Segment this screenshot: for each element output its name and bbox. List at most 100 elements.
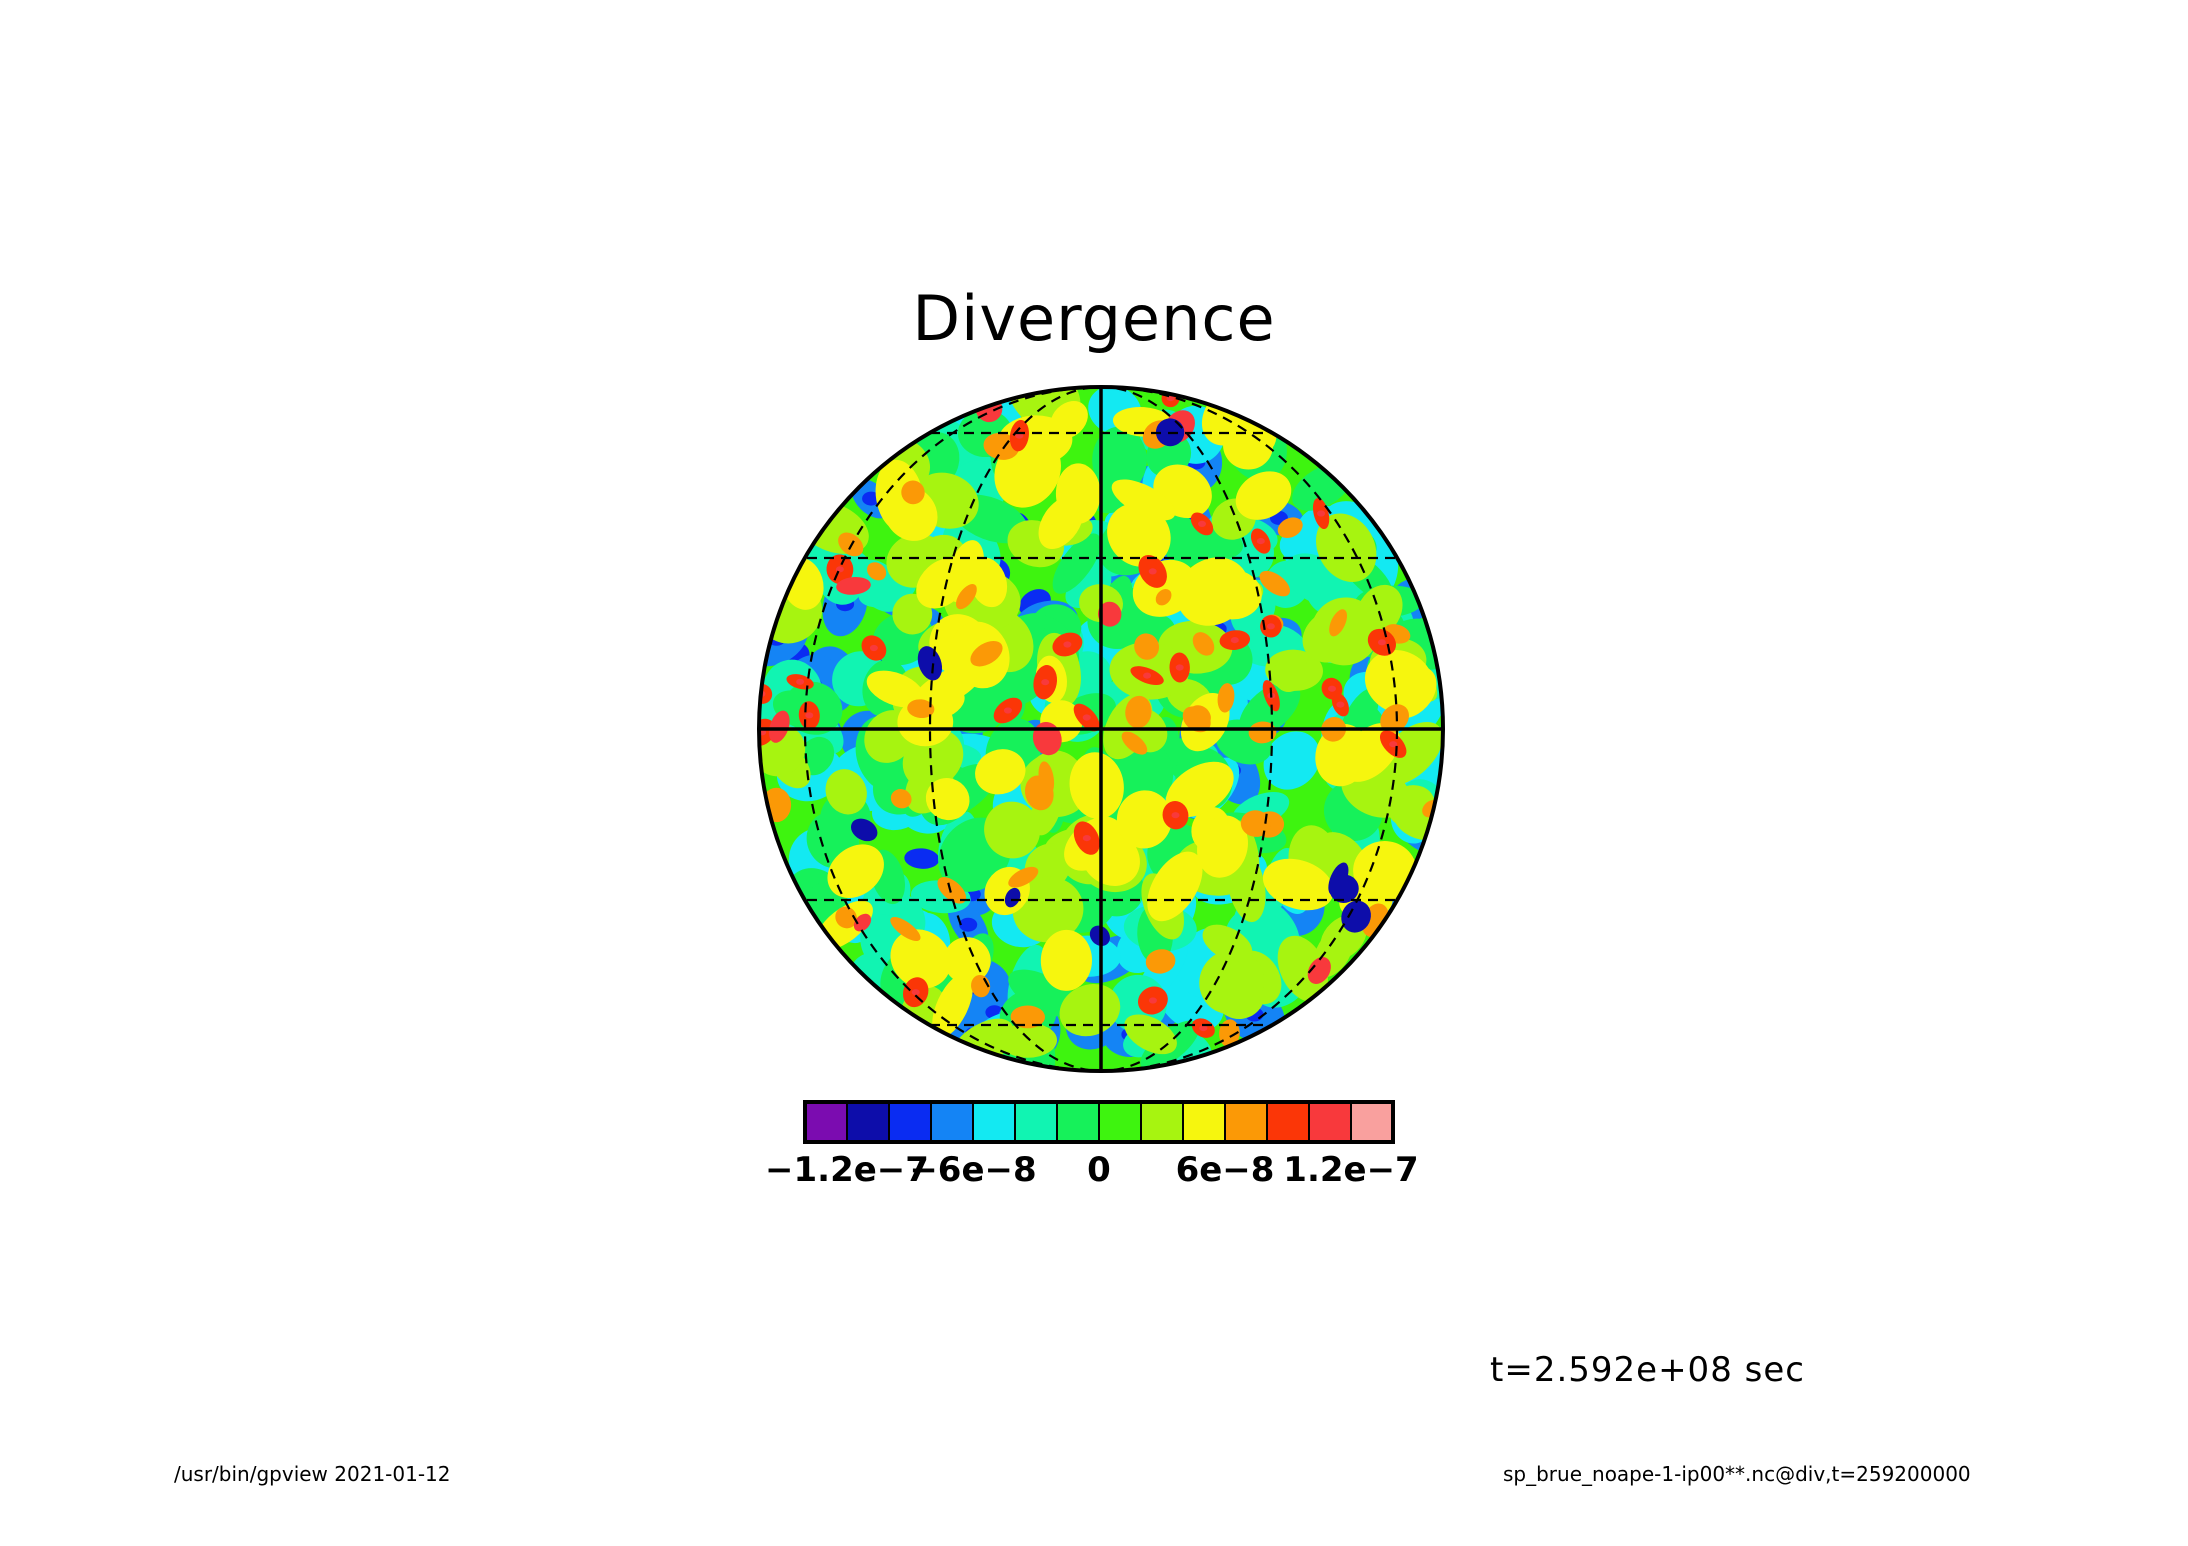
field-blob-core (1389, 741, 1398, 748)
globe (757, 385, 1445, 1073)
field-blob (1353, 840, 1417, 901)
field-blob (932, 973, 973, 1038)
field-blob (890, 789, 912, 809)
colorbar-swatch (930, 1101, 974, 1143)
colorbar-tick-label: 1.2e−7 (1283, 1150, 1419, 1190)
field-blob (867, 562, 887, 581)
field-blob (827, 844, 884, 898)
field-blob-core (1336, 701, 1345, 708)
field-blob (925, 778, 970, 821)
field-blob-core (1063, 641, 1072, 648)
field-blob-core (869, 644, 878, 652)
field-blob-core (1256, 538, 1265, 545)
colorbar-swatch (804, 1101, 848, 1143)
axes-lines (759, 387, 1443, 1071)
colorbar-tick-label: 0 (1087, 1150, 1111, 1190)
field-blob (1219, 1019, 1240, 1048)
field-blob (1259, 570, 1291, 597)
field-blob (890, 929, 951, 989)
field-blob-core (796, 678, 805, 685)
field-blob (825, 769, 867, 815)
field-blob (1052, 533, 1101, 594)
colorbar-swatch (1056, 1101, 1100, 1143)
field-blob (1010, 1005, 1045, 1029)
field-blob (1145, 949, 1176, 974)
colorbar-swatch (1014, 1101, 1058, 1143)
footer-right: sp_brue_noape-1-ip00**.nc@div,t=25920000… (1503, 1462, 1971, 1486)
field-blob (917, 646, 943, 681)
field-blob-core (1171, 812, 1180, 819)
field-blob (850, 818, 878, 842)
field-blob (1055, 463, 1101, 524)
field-blob (1202, 569, 1262, 620)
field-blob-core (1143, 672, 1152, 679)
field-blob (1262, 858, 1334, 911)
field-blob (907, 699, 935, 719)
divergence-field (759, 387, 1443, 1071)
field-blob (1092, 426, 1147, 494)
colorbar-swatch (1224, 1101, 1268, 1143)
field-blob (890, 916, 921, 942)
field-blob (1097, 601, 1122, 627)
field-blob (1189, 705, 1211, 727)
field-blob (1310, 597, 1380, 666)
globe-outline (757, 385, 1445, 1073)
field-blob (1134, 633, 1160, 660)
field-blob-core (1199, 1025, 1208, 1032)
field-blob (1155, 589, 1172, 606)
field-blob-core (1317, 510, 1326, 517)
field-blob (1059, 983, 1121, 1037)
field-blob (853, 913, 872, 932)
field-blob-core (1082, 835, 1091, 842)
time-label: t=2.592e+08 sec (1490, 1350, 1805, 1390)
field-blob (1239, 681, 1301, 738)
colorbar-swatch (1350, 1101, 1394, 1143)
field-blob (1038, 761, 1055, 796)
field-blob-core (959, 917, 978, 932)
field-blob-core (1015, 432, 1024, 439)
field-blob (1199, 949, 1265, 1015)
field-blob-core (1041, 679, 1050, 686)
field-blob-core (805, 712, 814, 719)
field-blob-core (1266, 623, 1275, 630)
field-blob (984, 801, 1041, 859)
field-blob (1116, 790, 1172, 849)
field-blob (835, 906, 857, 929)
field-blob (1040, 929, 1093, 991)
field-blob-core (1377, 639, 1386, 646)
field-blob-core (1198, 520, 1206, 528)
field-blob (1240, 810, 1271, 837)
field-blob (1329, 609, 1348, 637)
field-blob (1341, 900, 1371, 933)
field-blob (1069, 752, 1124, 819)
field-blob (1164, 510, 1216, 573)
colorbar-swatch (1308, 1101, 1352, 1143)
colorbar-swatch (1098, 1101, 1142, 1143)
field-blob (937, 877, 967, 904)
field-blob (1147, 851, 1203, 922)
field-blob (1273, 652, 1308, 693)
field-blob (1111, 479, 1176, 521)
colorbar-swatch (1140, 1101, 1184, 1143)
field-blob-core (1082, 714, 1091, 721)
field-blob (955, 584, 977, 610)
colorbar-swatch (1266, 1101, 1310, 1143)
colorbar-swatch (972, 1101, 1016, 1143)
field-blob (1192, 632, 1215, 656)
field-blob-core (1175, 664, 1184, 671)
field-blob-core (1328, 685, 1336, 692)
footer-left: /usr/bin/gpview 2021-01-12 (174, 1462, 451, 1486)
colorbar-swatch (1182, 1101, 1226, 1143)
field-blob (1364, 650, 1434, 714)
colorbar-tick-label: −1.2e−7 (765, 1150, 929, 1190)
field-blob (1380, 704, 1409, 733)
field-blob (901, 480, 925, 505)
field-blob (1329, 874, 1359, 903)
field-blob (904, 848, 940, 869)
colorbar (803, 1100, 1395, 1144)
field-blob (1248, 721, 1277, 744)
colorbar-swatch (846, 1101, 890, 1143)
colorbar-frame (803, 1100, 1395, 1144)
field-blob (943, 937, 991, 984)
field-blob (1202, 924, 1253, 962)
